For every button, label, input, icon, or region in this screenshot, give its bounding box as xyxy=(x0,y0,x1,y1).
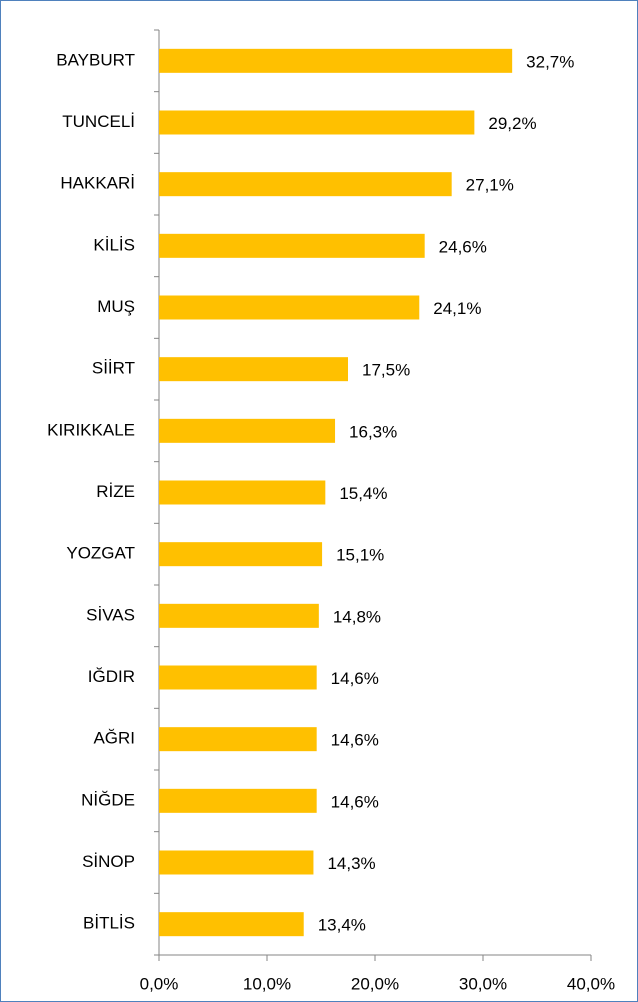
bar xyxy=(159,110,475,135)
bar xyxy=(159,912,304,937)
x-tick-label: 20,0% xyxy=(351,974,399,993)
y-tick-label: SİVAS xyxy=(86,605,135,624)
value-label: 14,6% xyxy=(331,731,379,750)
x-tick-label: 0,0% xyxy=(140,974,179,993)
value-label: 14,6% xyxy=(331,792,379,811)
bar xyxy=(159,357,348,382)
x-tick-label: 40,0% xyxy=(567,974,615,993)
bar xyxy=(159,233,425,258)
bar xyxy=(159,48,513,73)
value-label: 17,5% xyxy=(362,361,410,380)
value-label: 15,4% xyxy=(339,484,387,503)
y-tick-label: IĞDIR xyxy=(88,667,135,686)
value-label: 32,7% xyxy=(526,52,574,71)
value-label: 29,2% xyxy=(488,114,536,133)
value-label: 16,3% xyxy=(349,422,397,441)
y-tick-label: HAKKARİ xyxy=(60,174,135,193)
bar xyxy=(159,788,317,813)
y-tick-label: KIRIKKALE xyxy=(47,420,135,439)
bar xyxy=(159,418,336,443)
value-label: 14,8% xyxy=(333,607,381,626)
value-label: 13,4% xyxy=(318,916,366,935)
value-label: 15,1% xyxy=(336,546,384,565)
value-label: 27,1% xyxy=(466,176,514,195)
y-tick-label: SİİRT xyxy=(92,359,135,378)
y-tick-label: BİTLİS xyxy=(83,914,135,933)
y-tick-label: MUŞ xyxy=(97,297,135,316)
y-tick-label: SİNOP xyxy=(82,852,135,871)
bar xyxy=(159,172,452,197)
y-tick-label: YOZGAT xyxy=(66,544,135,563)
value-label: 24,1% xyxy=(433,299,481,318)
bar xyxy=(159,727,317,752)
x-tick-label: 10,0% xyxy=(243,974,291,993)
y-tick-label: BAYBURT xyxy=(56,50,135,69)
y-tick-label: KİLİS xyxy=(93,235,135,254)
bar xyxy=(159,850,314,875)
bar xyxy=(159,603,319,628)
bar xyxy=(159,542,323,567)
bar xyxy=(159,295,420,320)
y-tick-label: AĞRI xyxy=(93,729,135,748)
value-label: 24,6% xyxy=(439,237,487,256)
x-tick-label: 30,0% xyxy=(459,974,507,993)
value-label: 14,6% xyxy=(331,669,379,688)
bar xyxy=(159,480,326,505)
y-tick-label: RİZE xyxy=(96,482,135,501)
value-label: 14,3% xyxy=(327,854,375,873)
y-tick-label: TUNCELİ xyxy=(62,112,135,131)
bar xyxy=(159,665,317,690)
y-tick-label: NİĞDE xyxy=(81,790,135,809)
